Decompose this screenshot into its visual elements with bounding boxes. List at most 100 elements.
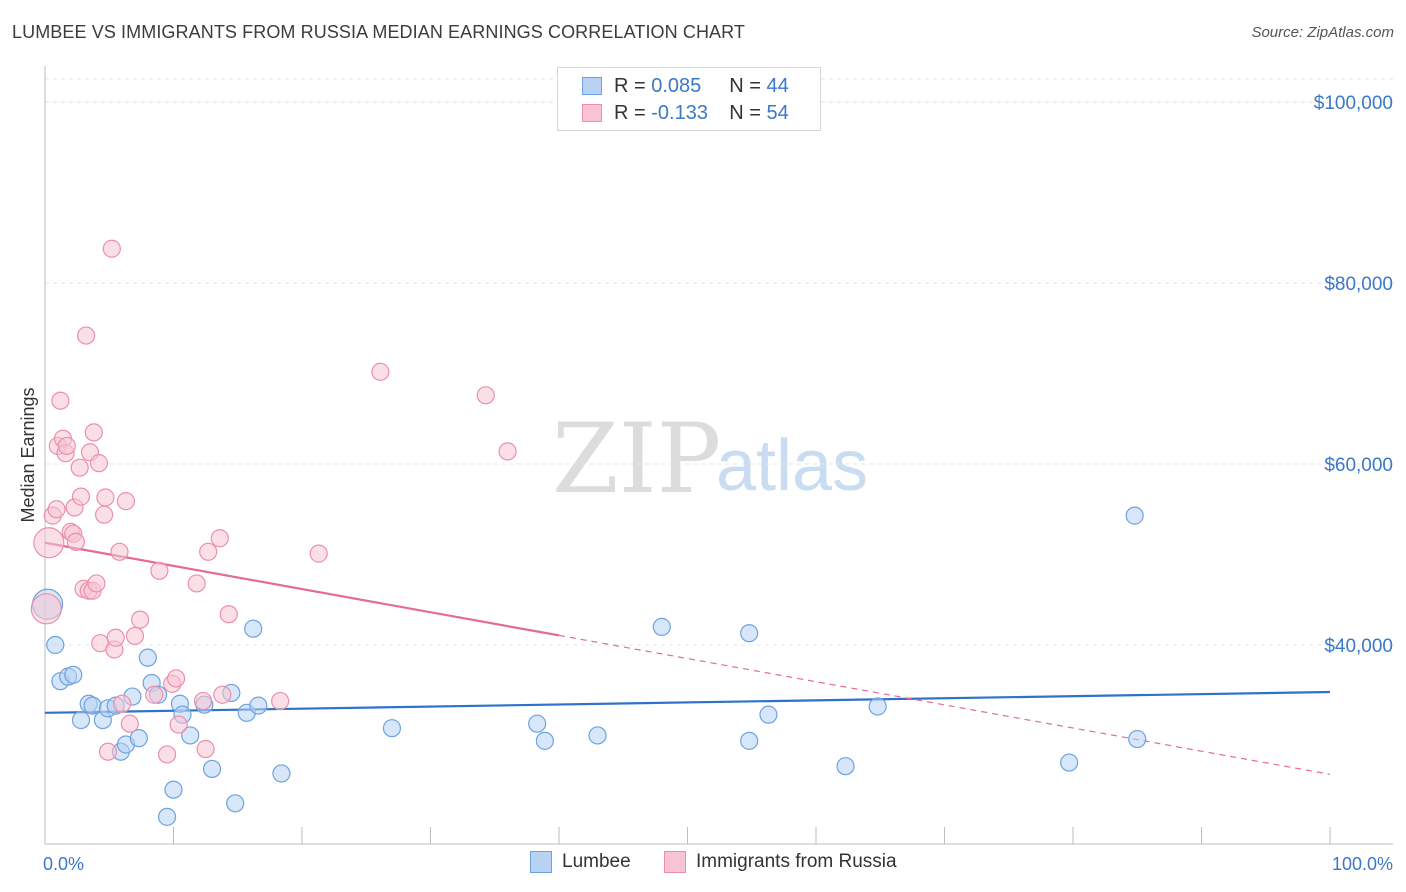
russia-point — [57, 436, 76, 456]
lumbee-point — [759, 705, 778, 724]
russia-point — [169, 715, 188, 734]
lumbee-point — [71, 710, 91, 730]
y-tick-label: $40,000 — [1324, 636, 1393, 657]
russia-point — [116, 492, 136, 511]
watermark: ZIP atlas — [552, 403, 868, 515]
y-axis-label: Median Earnings — [18, 387, 38, 522]
russia-point — [219, 605, 238, 624]
russia-point — [157, 745, 177, 764]
y-tick-label: $80,000 — [1324, 274, 1393, 295]
lumbee-point — [1125, 506, 1144, 525]
russia-point — [96, 488, 115, 507]
tick-labels: $40,000 $60,000 $80,000 $100,000 0.0% 100.0% — [43, 93, 1393, 874]
russia-point — [77, 326, 96, 345]
russia-point — [213, 685, 232, 704]
russia-point — [95, 505, 114, 524]
russia-swatch — [582, 104, 602, 122]
lumbee-point — [588, 726, 607, 745]
legend-n-value: 54 — [766, 101, 789, 124]
legend-item-lumbee[interactable]: Lumbee — [530, 851, 631, 873]
russia-point — [199, 542, 218, 561]
russia-point — [47, 500, 66, 519]
lumbee-point — [129, 729, 148, 748]
lumbee-point — [740, 624, 759, 643]
russia-point — [125, 626, 145, 646]
lumbee-point — [249, 696, 268, 715]
legend-r-label: R = — [614, 74, 646, 97]
russia-point — [193, 691, 213, 711]
russia-point — [30, 593, 62, 625]
lumbee-point — [64, 665, 83, 684]
russia-point — [106, 628, 125, 647]
source-credit: Source: ZipAtlas.com — [1251, 24, 1394, 41]
lumbee-point — [226, 794, 245, 813]
lumbee-point — [202, 759, 222, 779]
lumbee-point — [164, 780, 183, 799]
legend-n-value: 44 — [766, 74, 789, 97]
russia-point — [112, 694, 132, 713]
russia-point — [130, 610, 150, 629]
correlation-legend: R = 0.085 N = 44 R = -0.133 N = 54 — [557, 67, 821, 131]
russia-point — [33, 527, 65, 559]
legend-item-label: Lumbee — [562, 851, 631, 872]
lumbee-legend-swatch — [530, 851, 552, 873]
lumbee-point — [272, 764, 291, 783]
lumbee-point — [528, 714, 547, 733]
legend-r-label: R = — [614, 101, 646, 124]
russia-point — [120, 714, 139, 733]
legend-n-label: N = — [729, 101, 761, 124]
legend-item-russia[interactable]: Immigrants from Russia — [664, 851, 897, 873]
lumbee-point — [535, 731, 554, 750]
russia-point — [166, 669, 186, 688]
russia-point — [51, 391, 70, 410]
russia-point — [110, 542, 129, 561]
russia-point — [89, 454, 109, 473]
lumbee-point — [868, 697, 887, 716]
russia-point — [145, 685, 164, 704]
russia-point — [87, 574, 106, 593]
russia-point — [70, 458, 89, 477]
x-tick-label-min: 0.0% — [43, 854, 84, 874]
lumbee-swatch — [582, 77, 602, 95]
russia-point — [309, 544, 328, 563]
russia-trend-line — [44, 541, 560, 637]
legend-r-value: -0.133 — [651, 101, 708, 124]
data-points — [30, 239, 1147, 826]
russia-point — [210, 529, 229, 548]
russia-point — [498, 442, 517, 461]
lumbee-point — [1060, 753, 1079, 772]
lumbee-point — [138, 648, 157, 667]
lumbee-point — [244, 619, 263, 638]
lumbee-point — [157, 807, 177, 826]
russia-point — [371, 362, 390, 381]
lumbee-point — [382, 719, 402, 738]
legend-n-label: N = — [729, 74, 761, 97]
gridlines — [45, 78, 1393, 646]
russia-point — [150, 561, 169, 580]
legend-row-russia: R = -0.133 N = 54 — [582, 100, 789, 126]
y-tick-label: $100,000 — [1314, 93, 1393, 114]
lumbee-point — [181, 726, 200, 745]
watermark-atlas: atlas — [716, 426, 868, 506]
russia-point — [84, 423, 103, 442]
russia-point — [66, 532, 85, 551]
chart-title: LUMBEE VS IMMIGRANTS FROM RUSSIA MEDIAN … — [12, 22, 746, 42]
lumbee-point — [652, 617, 671, 636]
russia-point — [187, 574, 206, 593]
watermark-zip: ZIP — [552, 403, 721, 515]
legend-r-value: 0.085 — [651, 74, 702, 97]
legend-item-label: Immigrants from Russia — [696, 851, 897, 872]
russia-point — [196, 739, 215, 759]
russia-trend-line-extrapolated — [558, 634, 1331, 775]
axes — [44, 66, 1393, 845]
legend-row-lumbee: R = 0.085 N = 44 — [582, 73, 789, 99]
lumbee-point — [740, 731, 759, 750]
lumbee-point — [83, 696, 102, 715]
lumbee-point — [46, 635, 65, 655]
russia-legend-swatch — [664, 851, 686, 873]
x-tick-label-max: 100.0% — [1332, 854, 1393, 874]
russia-point — [476, 386, 495, 405]
russia-point — [98, 742, 118, 761]
lumbee-point — [1128, 729, 1147, 749]
russia-point — [271, 691, 290, 711]
